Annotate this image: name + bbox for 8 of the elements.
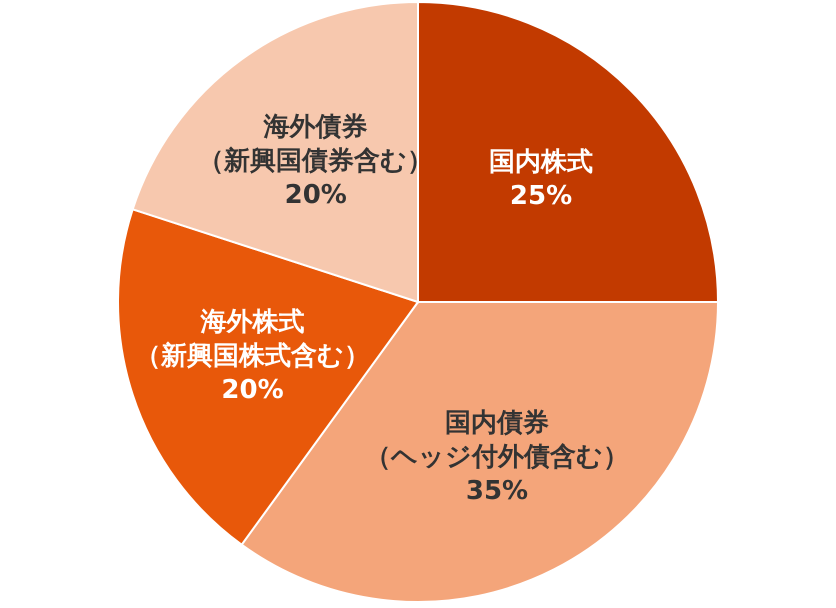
slice-label: 国内株式 bbox=[489, 146, 594, 177]
data-label: 35% bbox=[466, 476, 528, 506]
slice-label: 国内債券（ヘッジ付外債含む） bbox=[364, 408, 629, 472]
data-label: 20% bbox=[284, 180, 347, 210]
slice-label: 海外債券（新興国債券含む） bbox=[198, 112, 434, 176]
data-label: 20% bbox=[221, 374, 284, 405]
data-label: 25% bbox=[510, 180, 572, 211]
slice-label: 海外株式（新興国株式含む） bbox=[135, 306, 370, 371]
